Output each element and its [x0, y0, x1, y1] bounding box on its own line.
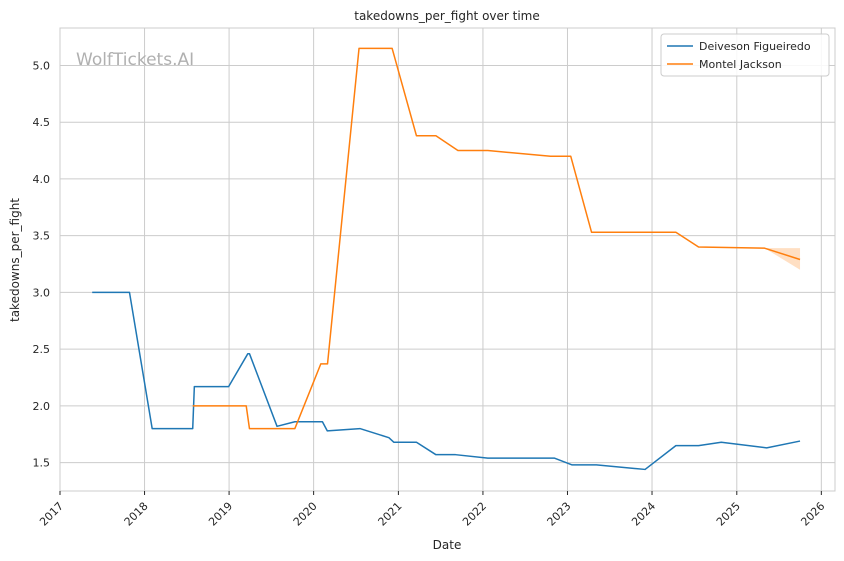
watermark: WolfTickets.AI: [76, 50, 194, 70]
x-tick-label: 2017: [37, 500, 66, 529]
x-tick-label: 2020: [291, 500, 320, 529]
plot-frame: [59, 27, 836, 492]
x-tick-label: 2022: [460, 500, 489, 529]
series-lines: [92, 47, 801, 471]
y-tick-label: 1.5: [33, 457, 51, 470]
legend-label: Montel Jackson: [699, 58, 782, 71]
y-tick-label: 3.0: [33, 286, 51, 299]
chart-title: takedowns_per_fight over time: [354, 9, 540, 23]
x-tick-label: 2025: [714, 500, 743, 529]
y-tick-labels: 1.5 2.0 2.5 3.0 3.5 4.0 4.5 5.0: [33, 59, 51, 469]
x-tick-label: 2026: [798, 500, 827, 529]
confidence-band: [764, 248, 801, 270]
x-tick-label: 2024: [629, 500, 658, 529]
x-tick-label: 2023: [545, 500, 574, 529]
y-tick-label: 4.5: [33, 116, 51, 129]
x-tick-labels: 2017 2018 2019 2020 2021 2022 2023 2024 2025 2026: [37, 491, 827, 529]
x-tick-label: 2021: [376, 500, 405, 529]
x-tick-label: 2018: [122, 500, 151, 529]
grid-lines: [59, 28, 835, 491]
legend: Deiveson Figueiredo Montel Jackson: [660, 33, 830, 77]
y-tick-label: 5.0: [33, 59, 51, 72]
y-tick-label: 2.5: [33, 343, 51, 356]
y-tick-label: 4.0: [33, 173, 51, 186]
legend-label: Deiveson Figueiredo: [699, 40, 811, 53]
series-line-1: [92, 291, 801, 471]
y-tick-label: 2.0: [33, 400, 51, 413]
y-axis-label: takedowns_per_fight: [8, 198, 22, 322]
plot-area: [60, 28, 835, 491]
series-line-2: [192, 47, 801, 430]
x-tick-label: 2019: [206, 500, 235, 529]
legend-box: [660, 33, 830, 77]
y-tick-label: 3.5: [33, 230, 51, 243]
confidence-bands: [764, 248, 801, 270]
x-axis-label: Date: [433, 538, 462, 552]
